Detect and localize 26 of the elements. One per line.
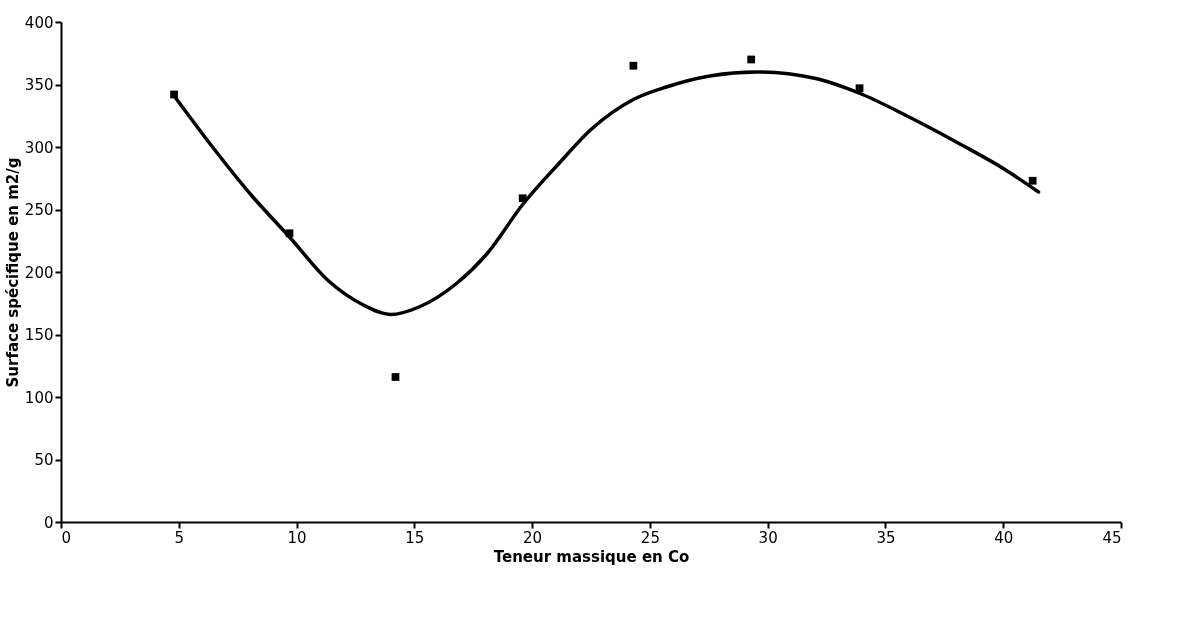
line-series <box>172 70 1041 317</box>
y-tick-label: 50 <box>34 451 54 469</box>
y-tick-label: 150 <box>24 326 54 344</box>
x-tick-label: 35 <box>876 528 896 547</box>
y-tick-label: 400 <box>24 13 54 32</box>
x-tick-label: 15 <box>405 528 425 547</box>
y-tick-label: 0 <box>43 513 54 532</box>
y-tick-label: 200 <box>24 263 54 282</box>
point <box>1028 176 1037 185</box>
point <box>629 61 638 70</box>
point <box>747 55 756 64</box>
x-tick-label: 10 <box>287 528 307 547</box>
y-tick-label: 100 <box>24 388 54 407</box>
x-tick-label: 20 <box>523 528 543 547</box>
y-tick-label: 300 <box>24 138 54 157</box>
y-tick-label: 350 <box>24 76 54 94</box>
x-tick-label: 40 <box>994 528 1014 547</box>
y-axis-title: Surface spécifique en m2/g <box>3 157 22 388</box>
x-tick-label: 45 <box>1102 528 1122 547</box>
point <box>391 373 400 381</box>
x-tick-label: 0 <box>61 528 72 547</box>
x-tick-label: 25 <box>640 528 660 547</box>
x-axis-title: Teneur massique en Co <box>493 547 690 566</box>
x-tick-label: 5 <box>174 528 185 547</box>
x-tick-label: 30 <box>758 528 778 547</box>
y-tick-label: 250 <box>24 201 54 219</box>
